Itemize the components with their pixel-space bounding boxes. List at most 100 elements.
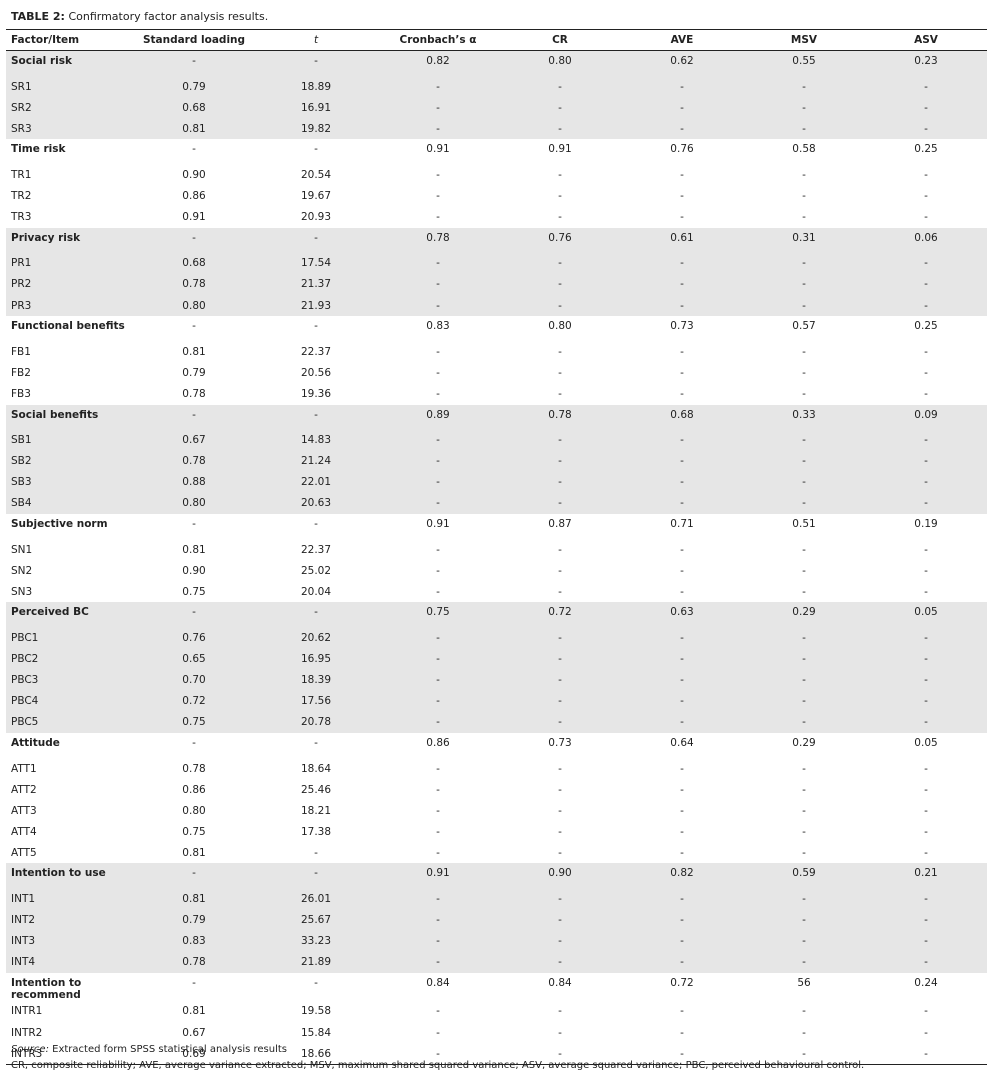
cell: - [377, 252, 499, 274]
cell: SB3 [6, 471, 133, 493]
cell: 21.24 [255, 450, 377, 472]
cell: 0.86 [182, 190, 206, 203]
cell: - [499, 492, 621, 514]
cell: 0.25 [914, 320, 938, 333]
cell: - [255, 50, 377, 77]
cell: - [192, 736, 196, 749]
cell: 0.78 [133, 273, 255, 296]
cell: - [499, 450, 621, 472]
header-cell: Factor/Item [6, 29, 133, 51]
cell: 18.66 [300, 1047, 332, 1060]
cell: - [743, 76, 865, 98]
cell: 25.02 [300, 564, 332, 577]
item-row: PBC1 0.76 20.62- - - - - [6, 627, 987, 649]
cell: - [377, 648, 499, 670]
cell: 18.39 [255, 669, 377, 691]
cell: - [865, 909, 987, 931]
cell: - [499, 76, 621, 98]
cell: - [743, 711, 865, 733]
cell: - [802, 585, 806, 598]
cell: 0.80 [133, 295, 255, 317]
item-row: SB4 0.80 20.63- - - - - [6, 492, 987, 514]
caption-label: TABLE 2: [11, 10, 65, 23]
cell: - [924, 1005, 928, 1018]
cell: - [865, 471, 987, 493]
cell: - [558, 543, 562, 556]
cell: - [743, 888, 865, 910]
cell: 0.24 [914, 976, 938, 989]
cell: - [436, 825, 440, 838]
cell: - [865, 492, 987, 514]
cell: ATT5 [11, 846, 37, 859]
cell: 0.91 [426, 143, 450, 156]
cell: - [377, 295, 499, 317]
cell: 0.76 [499, 227, 621, 253]
cell: - [802, 211, 806, 224]
cell: 0.80 [133, 492, 255, 514]
cell: - [558, 345, 562, 358]
cell: - [499, 951, 621, 973]
cell: 0.78 [133, 951, 255, 973]
cell: 18.64 [300, 762, 332, 775]
cell: 25.67 [255, 909, 377, 931]
cell: 0.84 [548, 976, 572, 989]
cell: PBC4 [6, 690, 133, 712]
cell: - [743, 118, 865, 140]
cell: - [680, 1047, 684, 1060]
item-row: INT1 0.81 26.01- - - - - [6, 888, 987, 910]
factor-row: Subjective norm - - 0.91 0.87 0.71 0.51 0.19 [6, 514, 987, 539]
cell: 0.86 [426, 736, 450, 749]
cell: - [377, 888, 499, 910]
cell: - [743, 648, 865, 670]
factor-row: Attitude - - 0.86 0.73 0.64 0.29 0.05 [6, 733, 987, 758]
cell: - [743, 669, 865, 691]
cell: - [621, 295, 743, 317]
cell: 0.57 [792, 320, 816, 333]
cell: 0.33 [743, 404, 865, 430]
item-row: FB3 0.78 19.36 - - - - - [6, 383, 987, 404]
cell: 21.93 [255, 295, 377, 317]
item-row: ATT3 0.80 18.21 - - - - - [6, 800, 987, 821]
cell: 17.38 [300, 825, 332, 838]
cell: - [743, 909, 865, 931]
cell: - [680, 564, 684, 577]
cell: 0.91 [182, 211, 206, 224]
cell: - [865, 711, 987, 733]
cell: - [621, 669, 743, 691]
cell: - [499, 252, 621, 274]
cell: - [436, 169, 440, 182]
cell: SR1 [6, 76, 133, 98]
cell: - [865, 295, 987, 317]
item-row: PR1 0.68 17.54- - - - - [6, 252, 987, 274]
cell: - [802, 190, 806, 203]
header-cell: CR [499, 29, 621, 51]
cell: 20.56 [300, 366, 332, 379]
cell: - [621, 930, 743, 952]
item-row: PBC2 0.65 16.95- - - - - [6, 648, 987, 670]
cell: - [499, 295, 621, 317]
cell: 0.76 [670, 143, 694, 156]
cell: - [924, 169, 928, 182]
cell: 16.95 [255, 648, 377, 670]
cell: 0.58 [792, 143, 816, 156]
cell: 0.80 [182, 804, 206, 817]
cell: SB4 [6, 492, 133, 514]
cell: - [680, 825, 684, 838]
cell: INTR1 [11, 1005, 43, 1018]
cell: 0.81 [182, 1005, 206, 1018]
cell: - [865, 627, 987, 649]
cell: FB3 [11, 387, 31, 400]
cell: - [436, 1005, 440, 1018]
cell: SN2 [11, 564, 33, 577]
cell: FB2 [11, 366, 31, 379]
cell: - [436, 846, 440, 859]
cell: - [621, 888, 743, 910]
cell: 18.21 [300, 804, 332, 817]
item-row: SR2 0.68 16.91- - - - - [6, 97, 987, 119]
cell: SR2 [6, 97, 133, 119]
cell: 25.46 [300, 783, 332, 796]
cell: PBC5 [6, 711, 133, 733]
cell: - [314, 320, 318, 333]
cell: - [865, 888, 987, 910]
cell: Functional benefits [11, 320, 125, 333]
